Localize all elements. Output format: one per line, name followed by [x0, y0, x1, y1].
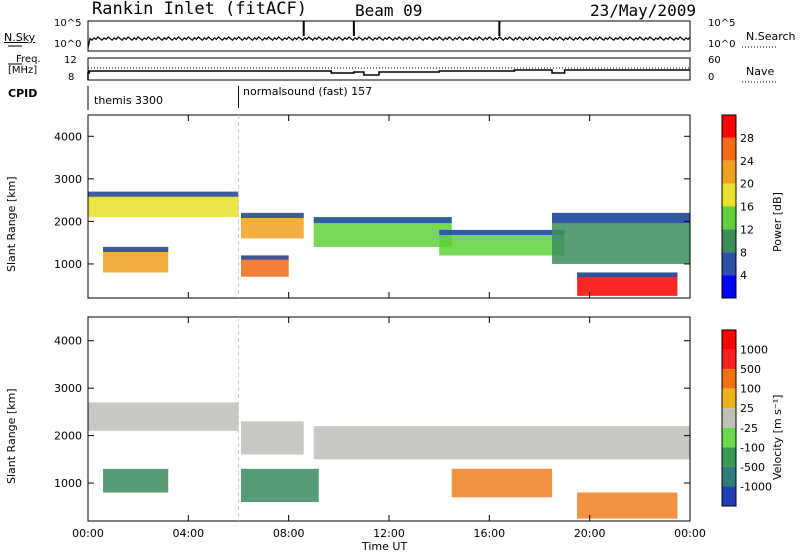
nsky-panel-frame: [87, 20, 691, 52]
velocity-band-2: [241, 421, 304, 455]
nsearch-tick-bottom: 10^0: [708, 39, 736, 50]
velocity-band-3: [241, 468, 319, 503]
power-ytick-label: 2000: [54, 215, 82, 228]
velocity-colorbar-tick: -500: [740, 461, 765, 474]
power-band-edge-5: [439, 229, 565, 236]
velocity-band-5: [451, 468, 553, 498]
power-colorbar-tick: 16: [740, 201, 754, 214]
velocity-colorbar-swatch: [722, 388, 736, 409]
nsearch-tick-top: 10^5: [708, 18, 736, 29]
power-colorbar-frame: [721, 114, 737, 299]
power-colorbar-swatch: [722, 275, 736, 298]
nsky-tick-bottom: 10^0: [54, 39, 82, 50]
velocity-colorbar-swatch: [722, 427, 736, 448]
station-title: Rankin Inlet (fitACF): [92, 0, 307, 19]
power-colorbar-tick: 12: [740, 223, 754, 236]
velocity-band-6: [577, 492, 678, 519]
velocity-band-0: [88, 402, 239, 431]
power-colorbar-tick: 4: [740, 269, 747, 282]
power-band-edge-2: [241, 212, 304, 218]
x-tick-label: 16:00: [473, 527, 505, 540]
x-tick-label: 00:00: [674, 527, 706, 540]
cpid-label: CPID: [8, 87, 38, 100]
power-colorbar-tick: 28: [740, 132, 754, 145]
power-band-edge-3: [241, 255, 289, 260]
power-ytick-label: 4000: [54, 130, 82, 143]
velocity-colorbar-swatch: [722, 486, 736, 506]
velocity-colorbar-tick: -25: [740, 422, 758, 435]
velocity-colorbar-tick: 25: [740, 402, 754, 415]
power-colorbar-swatch: [722, 115, 736, 138]
velocity-colorbar-tick: -100: [740, 441, 765, 454]
velocity-band-4: [313, 426, 690, 460]
velocity-colorbar-swatch: [722, 330, 736, 350]
power-colorbar-tick: 20: [740, 178, 754, 191]
velocity-band-1: [103, 468, 169, 493]
power-band-edge-0: [88, 191, 239, 197]
power-band-edge-6: [552, 212, 690, 224]
velocity-colorbar-tick: 1000: [740, 344, 768, 357]
power-band-edge-7: [577, 272, 678, 278]
x-tick-label: 20:00: [574, 527, 606, 540]
beam-label: Beam 09: [355, 1, 423, 20]
nsky-label: N.Sky: [4, 31, 36, 44]
freq-panel-frame: [87, 57, 691, 81]
velocity-colorbar-swatch: [722, 466, 736, 487]
velocity-ytick-label: 3000: [54, 382, 82, 395]
freq-tick-top: 12: [64, 55, 77, 66]
x-tick-label: 04:00: [172, 527, 204, 540]
power-colorbar-swatch: [722, 252, 736, 276]
x-tick-label: 08:00: [273, 527, 305, 540]
velocity-colorbar-swatch: [722, 349, 736, 370]
nsearch-label: N.Search: [746, 30, 796, 43]
x-tick-label: 12:00: [373, 527, 405, 540]
velocity-ytick-label: 1000: [54, 477, 82, 490]
cpid-mode-0: themis 3300: [94, 94, 164, 107]
power-colorbar-swatch: [722, 183, 736, 207]
nave-tick-bottom: 0: [708, 72, 715, 83]
power-band-3: [241, 255, 289, 277]
velocity-colorbar-tick: 500: [740, 363, 761, 376]
power-colorbar-swatch: [722, 137, 736, 161]
cpid-mode-1: normalsound (fast) 157: [243, 85, 373, 98]
nave-label: Nave: [746, 65, 775, 78]
power-band-edge-1: [103, 246, 169, 253]
freq-tick-bottom: 8: [68, 72, 75, 83]
velocity-ytick-label: 2000: [54, 430, 82, 443]
nsky-trace: [87, 36, 691, 49]
freq-trace: [87, 69, 690, 80]
nsky-tick-top: 10^5: [54, 18, 82, 29]
date-label: 23/May/2009: [590, 1, 696, 20]
velocity-colorbar-tick: -1000: [740, 480, 772, 493]
velocity-colorbar-tick: 100: [740, 383, 761, 396]
power-colorbar-tick: 8: [740, 246, 747, 259]
nave-tick-top: 60: [708, 55, 721, 66]
power-colorbar-swatch: [722, 206, 736, 230]
velocity-ytick-label: 4000: [54, 335, 82, 348]
velocity-colorbar-swatch: [722, 447, 736, 467]
power-colorbar-tick: 24: [740, 155, 754, 168]
power-band-edge-4: [313, 217, 452, 224]
x-tick-label: 00:00: [72, 527, 104, 540]
power-colorbar-swatch: [722, 229, 736, 253]
power-colorbar-swatch: [722, 160, 736, 184]
velocity-colorbar-swatch: [722, 369, 736, 389]
power-ytick-label: 3000: [54, 173, 82, 186]
x-axis-label: Time UT: [362, 540, 408, 553]
freq-label-1: Freq.: [16, 54, 41, 65]
velocity-colorbar-swatch: [722, 408, 736, 428]
velocity-colorbar-frame: [721, 329, 737, 507]
power-ytick-label: 1000: [54, 258, 82, 271]
power-band-7: [577, 272, 678, 296]
freq-label-2: [MHz]: [8, 65, 38, 76]
